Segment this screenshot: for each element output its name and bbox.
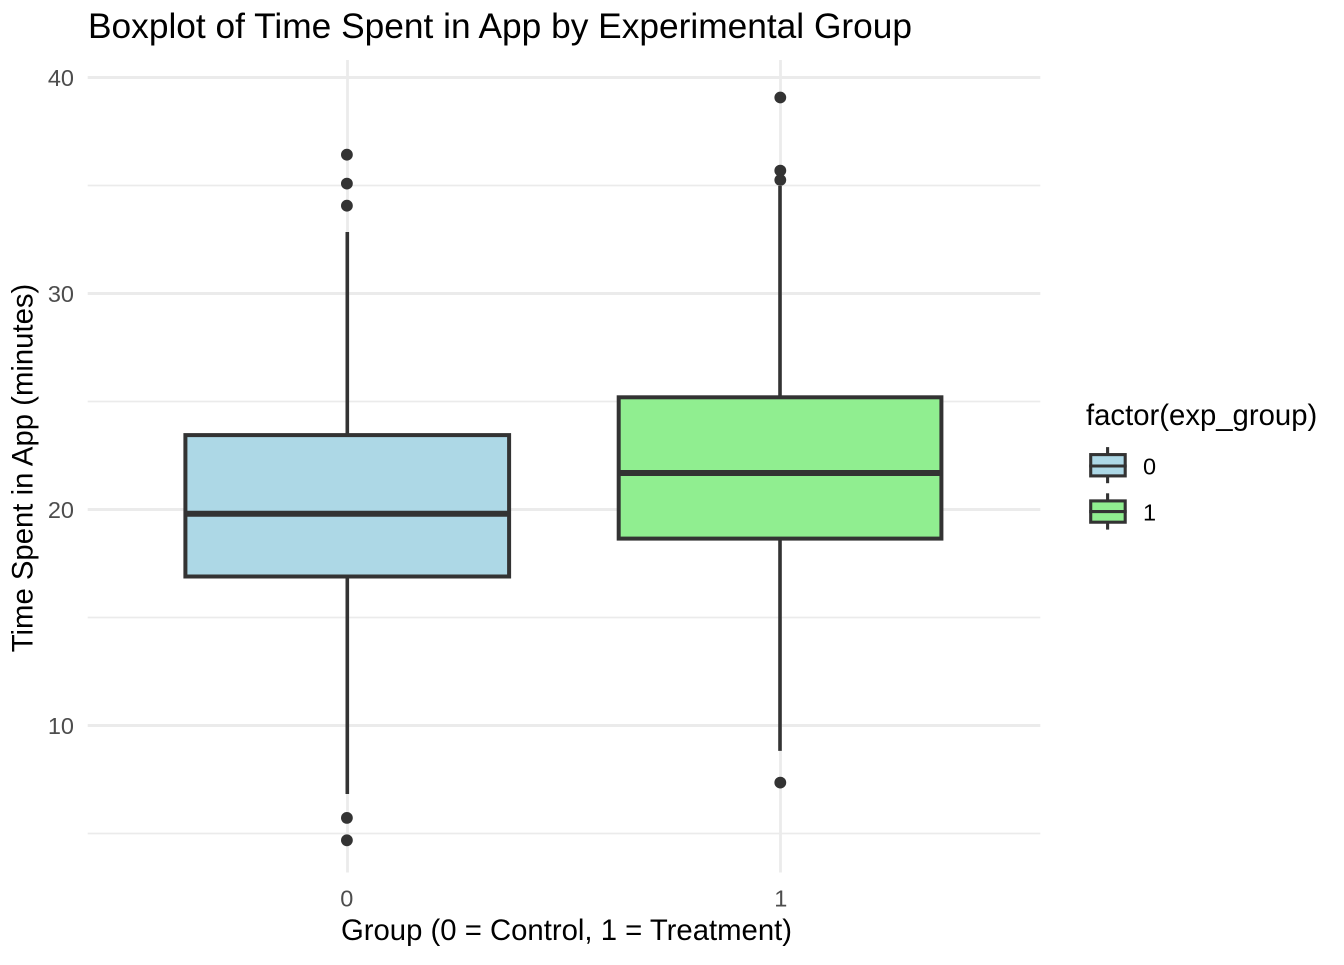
- svg-text:0: 0: [1143, 453, 1156, 479]
- svg-text:1: 1: [774, 886, 787, 912]
- svg-text:1: 1: [1143, 499, 1156, 525]
- svg-text:40: 40: [48, 65, 74, 91]
- svg-text:0: 0: [340, 886, 353, 912]
- svg-text:Time Spent in App (minutes): Time Spent in App (minutes): [7, 284, 40, 653]
- svg-text:30: 30: [48, 281, 74, 307]
- svg-text:factor(exp_group): factor(exp_group): [1086, 399, 1317, 432]
- svg-text:Boxplot of Time Spent in App b: Boxplot of Time Spent in App by Experime…: [88, 7, 912, 46]
- svg-text:10: 10: [48, 713, 74, 739]
- svg-text:20: 20: [48, 497, 74, 523]
- svg-text:Group (0 = Control, 1 = Treatm: Group (0 = Control, 1 = Treatment): [341, 914, 792, 947]
